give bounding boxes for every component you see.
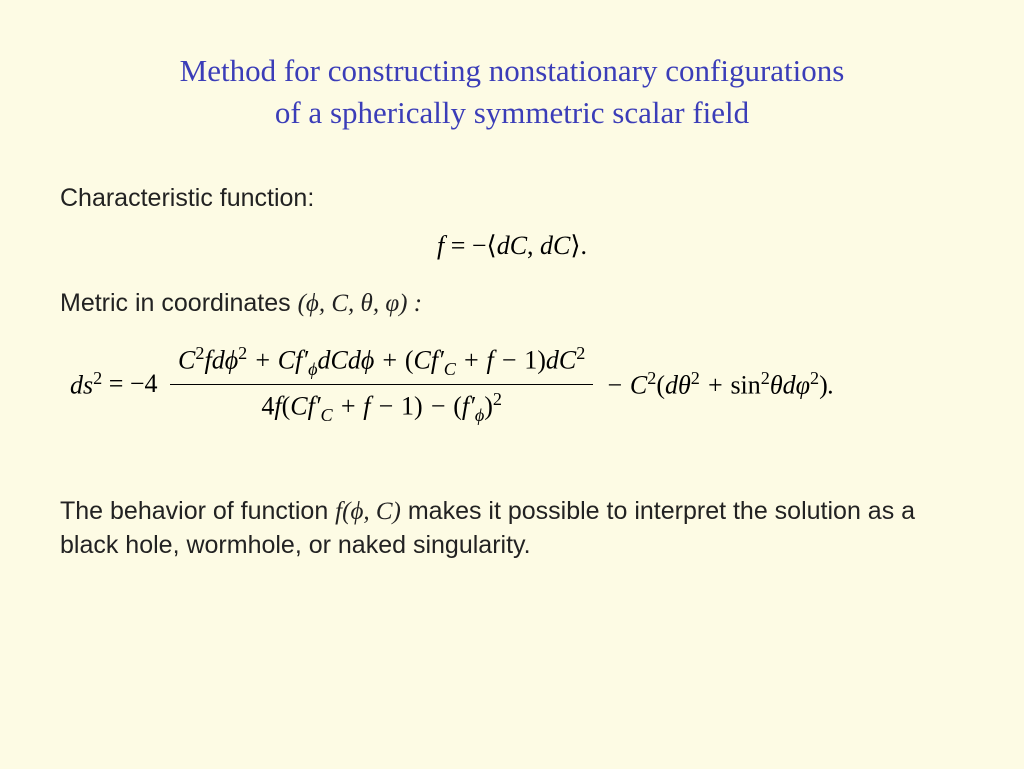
characteristic-function-label: Characteristic function: [60, 184, 964, 213]
metric-label-pre: Metric in coordinates [60, 289, 298, 317]
interp-pre: The behavior of function [60, 497, 335, 525]
ds2-lhs: ds2 [70, 368, 102, 401]
eq2-fraction: C2fdϕ2 + Cf′ϕdCdϕ + (Cf′C + f − 1)dC2 4f… [170, 343, 593, 426]
interpretation-text: The behavior of function f(ϕ, C) makes i… [60, 495, 964, 563]
eq1-eq: = − [444, 231, 486, 260]
eq1-rangle: ⟩. [570, 231, 587, 260]
title-line-1: Method for constructing nonstationary co… [180, 53, 845, 88]
eq1-langle: ⟨ [487, 231, 497, 260]
equation-characteristic-function: f = −⟨dC, dC⟩. [60, 231, 964, 261]
eq1-comma: , [527, 231, 540, 260]
eq1-dc1: dC [497, 231, 527, 260]
eq2-equals: = −4 [102, 369, 164, 399]
slide-container: Method for constructing nonstationary co… [0, 0, 1024, 769]
interp-fn: f(ϕ, C) [335, 498, 401, 525]
equation-metric: ds2 = −4 C2fdϕ2 + Cf′ϕdCdϕ + (Cf′C + f −… [70, 343, 964, 426]
metric-coordinates-label: Metric in coordinates (ϕ, C, θ, φ) : [60, 289, 964, 318]
ds-symbol: ds [70, 370, 93, 399]
eq2-tail: − C2(dθ2 + sin2θdφ2). [599, 368, 834, 401]
title-line-2: of a spherically symmetric scalar field [275, 95, 749, 130]
slide-title: Method for constructing nonstationary co… [60, 50, 964, 134]
eq1-dc2: dC [540, 231, 570, 260]
eq2-denominator: 4f(Cf′C + f − 1) − (f′ϕ)2 [170, 385, 593, 426]
eq2-numerator: C2fdϕ2 + Cf′ϕdCdϕ + (Cf′C + f − 1)dC2 [170, 343, 593, 385]
metric-coords: (ϕ, C, θ, φ) : [298, 290, 422, 317]
